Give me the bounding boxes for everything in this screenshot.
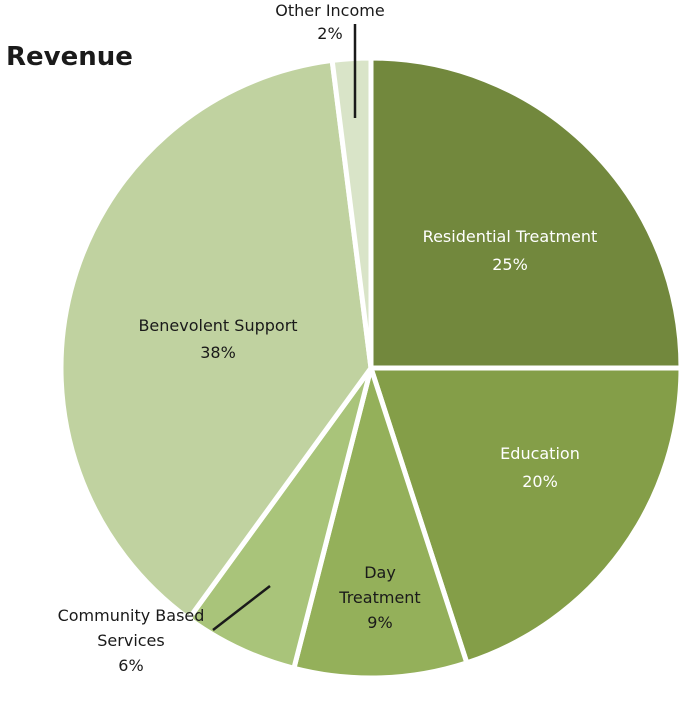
- pie-slice-benevolent-support: [58, 57, 374, 622]
- slice-name-label-education: Education: [500, 444, 580, 463]
- slice-name-label-community-based-services: Community Based: [58, 606, 205, 625]
- slice-value-label-education: 20%: [522, 472, 558, 491]
- leader-line-community-based-services: [212, 585, 271, 631]
- slice-value-label-day-treatment: 9%: [367, 613, 392, 632]
- slice-name-label-community-based-services: Services: [97, 631, 164, 650]
- slice-value-label-community-based-services: 6%: [118, 656, 143, 675]
- slice-name-label-benevolent-support: Benevolent Support: [138, 316, 297, 335]
- pie-slice-residential-treatment: [368, 55, 679, 371]
- pie-slice-other-income: [329, 55, 374, 371]
- pie-slice-education: [368, 365, 679, 666]
- slice-name-label-day-treatment: Day: [364, 563, 396, 582]
- pie-slice-day-treatment: [291, 365, 470, 681]
- chart-title: Revenue: [6, 42, 133, 72]
- slice-value-label-other-income: 2%: [317, 24, 342, 43]
- slice-name-label-other-income: Other Income: [275, 1, 384, 20]
- slice-name-label-residential-treatment: Residential Treatment: [423, 227, 598, 246]
- slice-value-label-residential-treatment: 25%: [492, 255, 528, 274]
- slice-name-label-day-treatment: Treatment: [338, 588, 420, 607]
- slice-value-label-benevolent-support: 38%: [200, 343, 236, 362]
